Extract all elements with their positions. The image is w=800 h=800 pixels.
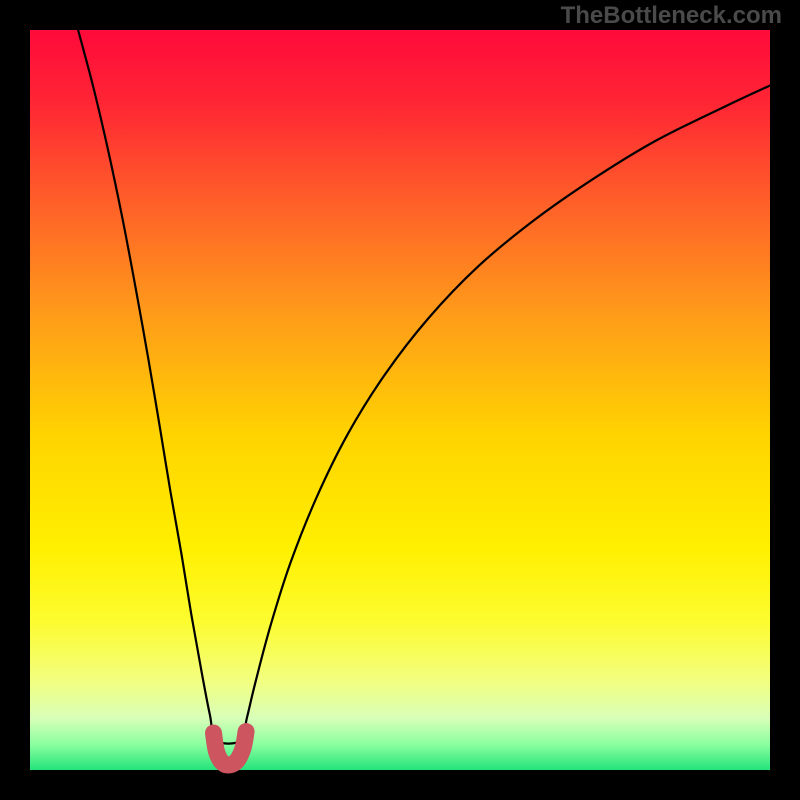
optimal-zone-marker [214,732,247,765]
chart-svg-layer [0,0,800,800]
chart-container: TheBottleneck.com [0,0,800,800]
bottleneck-curve [78,30,770,744]
watermark-text: TheBottleneck.com [561,2,782,30]
